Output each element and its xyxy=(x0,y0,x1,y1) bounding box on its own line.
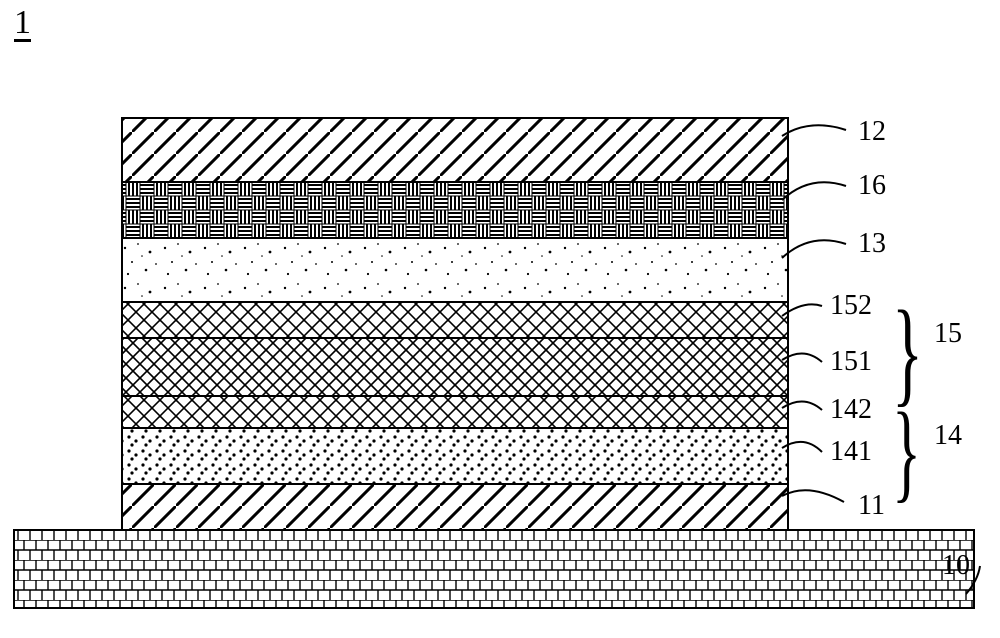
label-142: 142 xyxy=(830,394,872,426)
layer-151 xyxy=(122,338,788,396)
leader-12 xyxy=(782,125,846,136)
leader-13 xyxy=(782,240,846,258)
layer-11 xyxy=(122,484,788,530)
layer-141 xyxy=(122,428,788,484)
label-10: 10 xyxy=(942,550,970,582)
label-151: 151 xyxy=(830,346,872,378)
diagram-canvas: 1 xyxy=(0,0,1000,638)
leader-11 xyxy=(782,490,844,502)
layer-10 xyxy=(14,530,974,608)
layer-12 xyxy=(122,118,788,182)
label-152: 152 xyxy=(830,290,872,322)
label-14: 14 xyxy=(934,420,962,452)
brace-15: } xyxy=(892,294,923,412)
layer-152 xyxy=(122,302,788,338)
label-16: 16 xyxy=(858,170,886,202)
label-15: 15 xyxy=(934,318,962,350)
layer-16 xyxy=(122,182,788,238)
label-13: 13 xyxy=(858,228,886,260)
label-12: 12 xyxy=(858,116,886,148)
layer-13 xyxy=(122,238,788,302)
label-141: 141 xyxy=(830,436,872,468)
label-11: 11 xyxy=(858,490,885,522)
layer-142 xyxy=(122,396,788,428)
leader-16 xyxy=(782,182,846,200)
